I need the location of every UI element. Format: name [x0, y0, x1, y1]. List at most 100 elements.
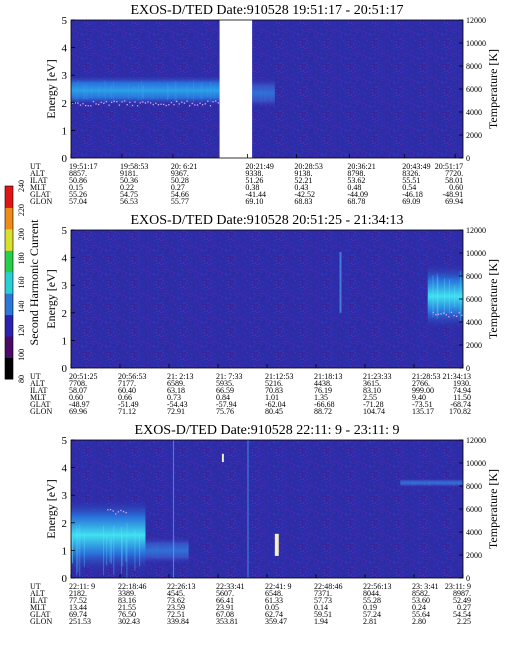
temperature-point: [109, 508, 112, 511]
y-tick-label: 3: [62, 70, 68, 82]
table-row-label: GLAT: [30, 610, 51, 619]
table-cell: 77.52: [69, 596, 87, 605]
table-cell: 55.28: [363, 596, 381, 605]
table-cell: 2766.: [412, 379, 430, 388]
y-axis-label: Energy [eV]: [44, 479, 58, 538]
table-cell: 3389.: [118, 589, 136, 598]
table-cell: 57.24: [363, 610, 381, 619]
table-cell: 2.55: [363, 393, 377, 402]
band-streak: [437, 481, 439, 488]
table-cell: 0.38: [245, 183, 259, 192]
texture-streak: [299, 230, 301, 368]
temperature-point: [105, 100, 108, 103]
table-cell: 20:51:17: [435, 162, 463, 171]
colorbar-tick-label: 160: [17, 277, 26, 289]
table-cell: 83.10: [363, 386, 381, 395]
texture-streak: [381, 440, 382, 578]
band-streak: [165, 545, 167, 555]
texture-streak: [400, 440, 401, 578]
texture-streak: [179, 440, 180, 578]
table-cell: 21:12:53: [265, 372, 293, 381]
table-cell: 21.55: [118, 603, 136, 612]
temperature-point: [453, 314, 455, 317]
temperature-point: [157, 104, 160, 106]
colorbar-segment: [5, 207, 13, 230]
colorbar-segment: [5, 336, 13, 359]
table-cell: 1.35: [314, 393, 328, 402]
temperature-point: [79, 104, 82, 106]
table-cell: 60.40: [118, 386, 136, 395]
table-cell: 57.73: [314, 596, 332, 605]
table-cell: 55.26: [69, 190, 87, 199]
table-cell: 104.74: [363, 407, 385, 416]
texture-streak: [260, 440, 261, 578]
temperature-point: [134, 101, 136, 103]
texture-streak: [275, 230, 276, 368]
band-streak: [437, 276, 439, 316]
texture-streak: [199, 230, 200, 368]
table-cell: 0.24: [412, 603, 426, 612]
temperature-point: [432, 311, 434, 314]
band-streak: [156, 542, 158, 559]
band-streak: [103, 525, 105, 576]
table-cell: 0.73: [167, 393, 181, 402]
table-row-label: GLON: [30, 407, 52, 416]
temperature-point: [108, 104, 110, 106]
table-cell: -51.49: [118, 400, 139, 409]
table-cell: 21:18:13: [314, 372, 342, 381]
table-cell: -73.51: [412, 400, 433, 409]
texture-streak: [316, 230, 318, 368]
band-streak: [139, 534, 141, 567]
band-streak: [132, 87, 134, 97]
table-cell: 53.60: [412, 596, 430, 605]
band-streak: [113, 525, 115, 576]
band-streak: [458, 481, 460, 488]
y-right-tick-label: 6000: [466, 295, 482, 304]
band-streak: [121, 534, 123, 567]
band-streak: [106, 535, 108, 566]
temperature-point: [443, 312, 445, 314]
band-streak: [454, 285, 456, 308]
texture-streak: [401, 440, 402, 578]
table-cell: 1.01: [265, 393, 279, 402]
table-cell: 0.66: [118, 393, 132, 402]
spike-event: [247, 440, 249, 578]
texture-streak: [246, 230, 247, 368]
energy-band: [400, 478, 463, 487]
temperature-point: [212, 101, 214, 103]
colorbar-label: Second Harmonic Current: [27, 219, 41, 346]
temperature-point: [196, 104, 199, 106]
table-cell: 22:26:13: [167, 582, 195, 591]
spike-event: [274, 533, 279, 556]
temperature-point: [100, 101, 102, 104]
band-streak: [151, 543, 153, 558]
texture-streak: [211, 440, 212, 578]
temperature-point: [168, 104, 170, 106]
colorbar-tick-label: 200: [17, 228, 26, 240]
texture-streak: [320, 20, 322, 158]
band-streak: [452, 481, 454, 487]
temperature-point: [117, 511, 119, 513]
table-cell: 359.47: [265, 617, 287, 626]
texture-streak: [329, 440, 331, 578]
table-cell: 53.62: [347, 176, 365, 185]
band-streak: [458, 482, 460, 487]
y-right-tick-label: 8000: [466, 62, 482, 71]
texture-streak: [417, 230, 418, 368]
texture-streak: [397, 20, 399, 158]
band-streak: [192, 79, 194, 104]
table-cell: 21:34:13: [443, 372, 471, 381]
table-cell: 21: 7:33: [216, 372, 242, 381]
temperature-point: [72, 102, 74, 105]
texture-streak: [243, 230, 244, 368]
colorbar-tick-label: 220: [17, 204, 26, 216]
texture-streak: [370, 230, 371, 368]
table-cell: 69.09: [402, 197, 420, 206]
temperature-point: [170, 101, 173, 104]
texture-streak: [377, 20, 378, 158]
texture-streak: [329, 230, 331, 368]
table-cell: 62.74: [265, 610, 283, 619]
band-streak: [83, 83, 85, 101]
texture-streak: [180, 230, 182, 368]
texture-streak: [196, 230, 198, 368]
